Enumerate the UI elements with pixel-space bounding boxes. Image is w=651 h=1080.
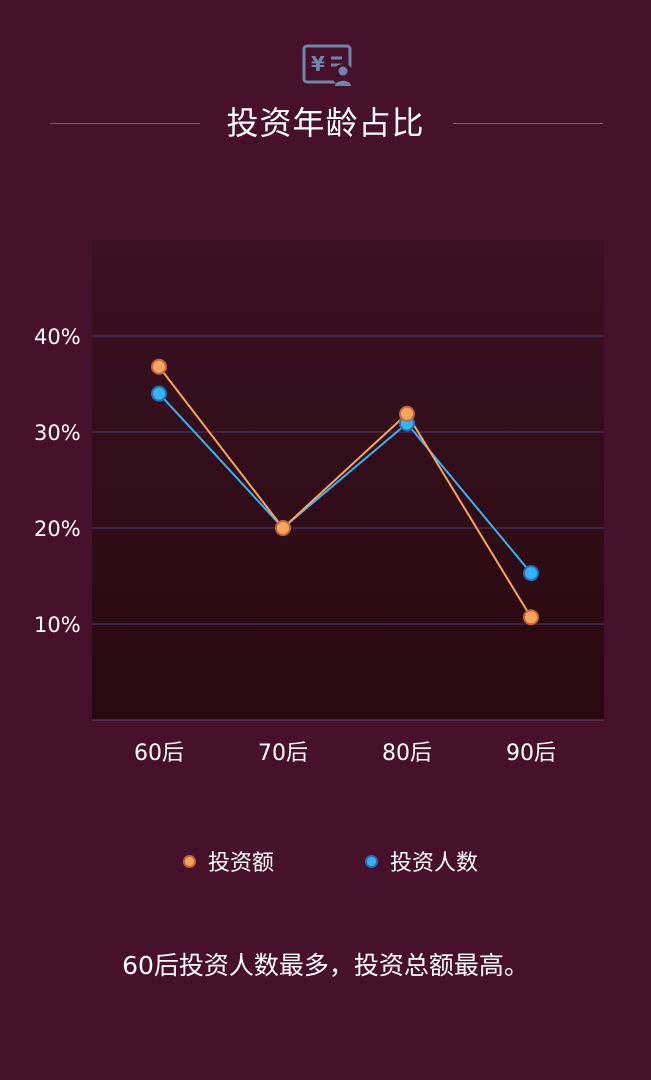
title-divider-right [453,123,603,124]
data-point-amount[interactable] [523,609,539,626]
data-point-people[interactable] [151,385,167,402]
legend-dot-people [365,854,378,868]
chart-caption: 60后投资人数最多，投资总额最高。 [122,951,529,980]
y-tick-label: 10% [34,613,81,637]
line-chart: 10% 20% 30% 40% 60后 70后 80后 90后 [34,240,604,766]
page-title: 投资年龄占比 [226,104,425,142]
x-tick-label: 70后 [258,741,308,766]
y-tick-label: 20% [34,517,81,541]
data-point-amount[interactable] [399,405,415,422]
legend-label-people: 投资人数 [390,851,479,876]
yuan-document-person-icon: ¥ [302,44,354,86]
svg-text:¥: ¥ [311,52,325,76]
x-tick-label: 90后 [506,741,556,766]
y-tick-label: 40% [34,325,81,349]
series-line-people [158,392,532,574]
x-tick-label: 60后 [134,741,184,766]
legend-label-amount: 投资额 [208,851,275,876]
data-point-amount[interactable] [275,520,291,536]
legend-dot-amount [183,854,196,868]
data-point-amount[interactable] [151,358,167,375]
title-row: 投资年龄占比 [0,100,651,146]
y-tick-label: 30% [34,421,81,445]
legend: 投资额 投资人数 [0,843,651,879]
data-point-people[interactable] [523,565,539,582]
series-line-amount [158,366,532,618]
x-tick-label: 80后 [382,741,432,766]
legend-item-amount[interactable]: 投资额 [183,843,274,879]
legend-item-people[interactable]: 投资人数 [365,843,478,879]
plot-area [92,240,604,720]
title-divider-left [50,123,200,124]
